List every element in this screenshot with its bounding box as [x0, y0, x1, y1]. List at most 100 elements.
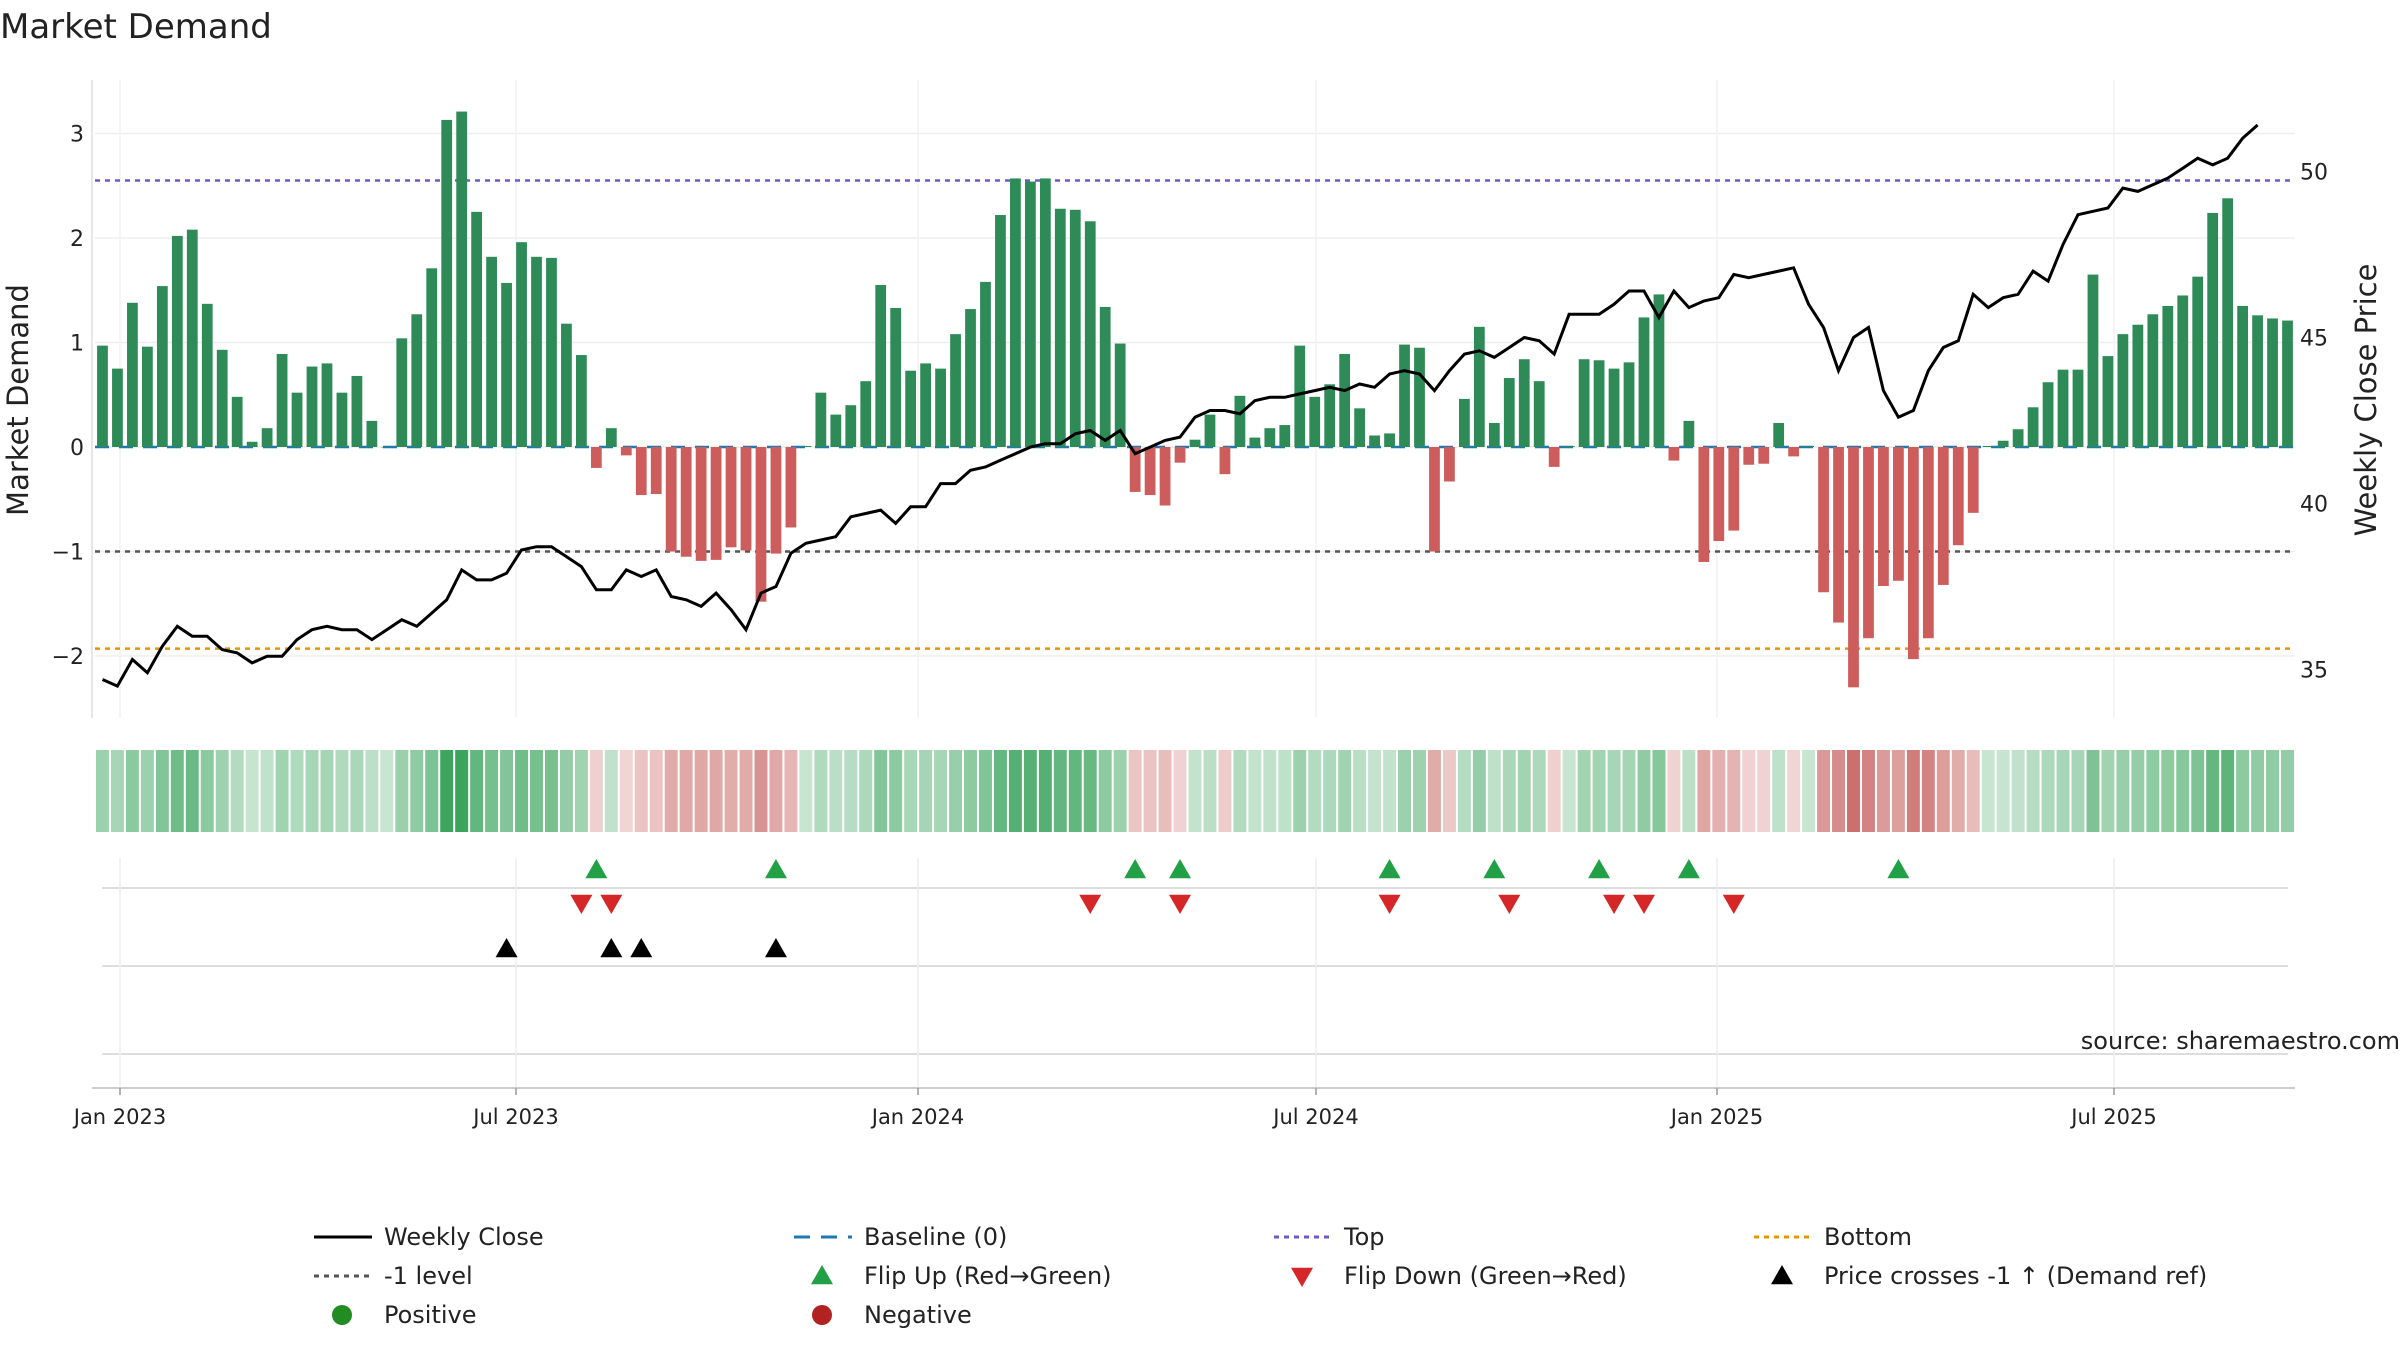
flip-down-marker	[1603, 894, 1626, 914]
right-tick-label: 35	[2300, 659, 2328, 684]
heat-strip-cell	[365, 750, 379, 832]
heat-strip-cell	[1906, 750, 1920, 832]
demand-bar	[2177, 295, 2189, 447]
demand-bar	[2192, 276, 2204, 447]
flip-down-marker	[1632, 894, 1655, 914]
heat-strip-cell	[1577, 750, 1591, 832]
chart-title: Market Demand	[0, 7, 272, 47]
heat-strip-cell	[1682, 750, 1696, 832]
heat-strip-cell	[1218, 750, 1232, 832]
demand-bar	[890, 308, 902, 447]
demand-bar	[1997, 440, 2009, 447]
heat-strip-cell	[1188, 750, 1202, 832]
heat-strip-cell	[2236, 750, 2250, 832]
demand-bar	[1907, 447, 1919, 660]
x-tick-label: Jul 2025	[2069, 1105, 2156, 1129]
demand-bar	[1234, 395, 1246, 447]
heat-strip-cell	[1981, 750, 1995, 832]
left-tick-label: 3	[70, 123, 84, 148]
demand-bar	[1503, 378, 1515, 447]
heat-strip-cell	[1308, 750, 1322, 832]
demand-bar	[1024, 181, 1036, 447]
demand-bar	[2087, 274, 2099, 447]
heat-strip-cell	[1053, 750, 1067, 832]
demand-bar	[1429, 447, 1440, 552]
demand-bar	[1563, 445, 1575, 447]
heat-strip-cell	[245, 750, 259, 832]
demand-bar	[306, 366, 318, 447]
heat-strip-cell	[500, 750, 514, 832]
heat-strip-cell	[2191, 750, 2205, 832]
heat-strip-cell	[380, 750, 394, 832]
demand-bar	[261, 428, 273, 447]
demand-bar	[920, 363, 931, 447]
demand-bar	[650, 447, 662, 495]
left-axis-label: Market Demand	[1, 284, 35, 516]
demand-bar	[1249, 437, 1261, 447]
demand-bar	[935, 368, 946, 447]
heat-strip-cell	[2221, 750, 2235, 832]
heat-strip-cell	[1068, 750, 1082, 832]
demand-bar	[1833, 447, 1844, 623]
heat-strip-cell	[515, 750, 529, 832]
heat-strip-cell	[2266, 750, 2280, 832]
heat-strip-cell	[2116, 750, 2130, 832]
source-note: source: sharemaestro.com	[2081, 1027, 2400, 1055]
demand-bar	[2102, 356, 2114, 447]
price-cross-marker	[764, 938, 787, 958]
demand-bar	[1369, 435, 1380, 447]
demand-bar	[246, 441, 258, 447]
heat-strip-cell	[1817, 750, 1831, 832]
heat-strip-cell	[305, 750, 319, 832]
x-tick-label: Jul 2024	[1271, 1105, 1358, 1129]
heat-strip-cell	[170, 750, 184, 832]
demand-bar	[1414, 347, 1425, 447]
heat-strip-cell	[724, 750, 738, 832]
flip-down-marker	[1079, 894, 1102, 914]
demand-bar	[1758, 447, 1770, 464]
heat-strip-cell	[769, 750, 783, 832]
demand-bar	[950, 334, 961, 447]
heat-strip-cell	[544, 750, 558, 832]
demand-bar	[2267, 318, 2278, 447]
demand-bar	[755, 447, 767, 602]
heat-strip-cell	[2281, 750, 2294, 832]
heat-strip-cell	[155, 750, 169, 832]
demand-bar	[1039, 178, 1051, 447]
demand-bar	[2057, 369, 2069, 447]
heat-strip-cell	[140, 750, 154, 832]
demand-bar	[1099, 306, 1111, 447]
weekly-close-line	[101, 123, 2259, 689]
heat-strip-cell	[1562, 750, 1576, 832]
heat-strip-cell	[1368, 750, 1382, 832]
heat-strip-cell	[754, 750, 768, 832]
demand-bar	[411, 314, 423, 447]
demand-bar	[1578, 359, 1590, 447]
heat-strip-cell	[2071, 750, 2085, 832]
flip-down-marker	[1378, 894, 1401, 914]
demand-bar	[561, 323, 572, 447]
demand-bar	[770, 447, 782, 554]
right-tick-label: 50	[2300, 161, 2328, 186]
demand-bar	[590, 447, 602, 468]
flip-down-marker	[570, 894, 593, 914]
demand-bar	[1773, 422, 1785, 447]
demand-bar	[995, 215, 1006, 447]
heat-strip-cell	[949, 750, 963, 832]
demand-bar	[1174, 447, 1186, 463]
legend-label: Baseline (0)	[864, 1223, 1007, 1251]
demand-bar	[1339, 353, 1351, 447]
demand-bar	[1279, 425, 1291, 447]
heat-strip-cell	[2011, 750, 2025, 832]
legend-label: Negative	[864, 1301, 972, 1329]
legend-label: Flip Up (Red→Green)	[864, 1262, 1112, 1290]
demand-bar	[2132, 324, 2144, 447]
demand-bar	[201, 303, 213, 447]
demand-bar	[171, 235, 183, 447]
heat-strip-cell	[1398, 750, 1412, 832]
demand-bar	[2072, 369, 2084, 447]
heat-strip-cell	[649, 750, 663, 832]
heat-strip-cell	[604, 750, 618, 832]
heat-strip-cell	[1936, 750, 1950, 832]
legend-swatch	[332, 1305, 352, 1325]
